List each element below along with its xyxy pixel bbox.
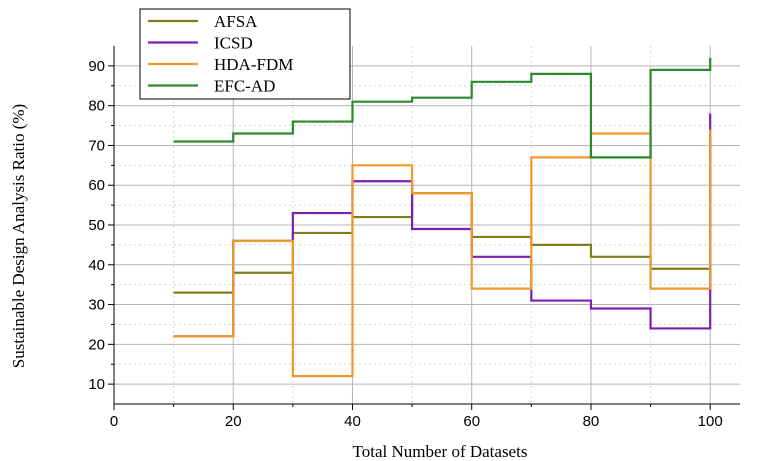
legend-label-hda-fdm: HDA-FDM (214, 55, 293, 74)
y-tick-label: 10 (88, 376, 105, 393)
y-tick-label: 30 (88, 297, 105, 314)
y-tick-label: 20 (88, 336, 105, 353)
y-tick-label: 50 (88, 217, 105, 234)
y-tick-label: 60 (88, 177, 105, 194)
x-tick-label: 0 (110, 413, 118, 430)
tick-marks-and-labels: 0 20 40 60 80 100 10 20 30 40 50 60 70 80 90 (88, 58, 722, 430)
y-tick-label: 80 (88, 98, 105, 115)
y-tick-label: 70 (88, 137, 105, 154)
x-tick-label: 60 (463, 413, 480, 430)
series-line-afsa (173, 192, 712, 294)
grid-lines (114, 46, 740, 404)
y-tick-label: 90 (88, 58, 105, 75)
legend-label-icsd: ICSD (214, 34, 253, 53)
x-tick-label: 80 (583, 413, 600, 430)
series-line-hda-fdm (173, 129, 712, 378)
series-line-efc-ad (173, 57, 712, 159)
y-axis-title: Sustainable Design Analysis Ratio (%) (9, 104, 28, 368)
y-tick-label: 40 (88, 257, 105, 274)
x-tick-label: 100 (698, 413, 723, 430)
legend-box (139, 8, 351, 100)
x-tick-label: 40 (344, 413, 361, 430)
series-lines (173, 57, 712, 378)
x-tick-label: 20 (225, 413, 242, 430)
legend: AFSA ICSD HDA-FDM EFC-AD (139, 8, 351, 100)
legend-label-afsa: AFSA (214, 12, 258, 31)
x-axis-title: Total Number of Datasets (353, 442, 528, 461)
legend-label-efc-ad: EFC-AD (214, 77, 275, 96)
